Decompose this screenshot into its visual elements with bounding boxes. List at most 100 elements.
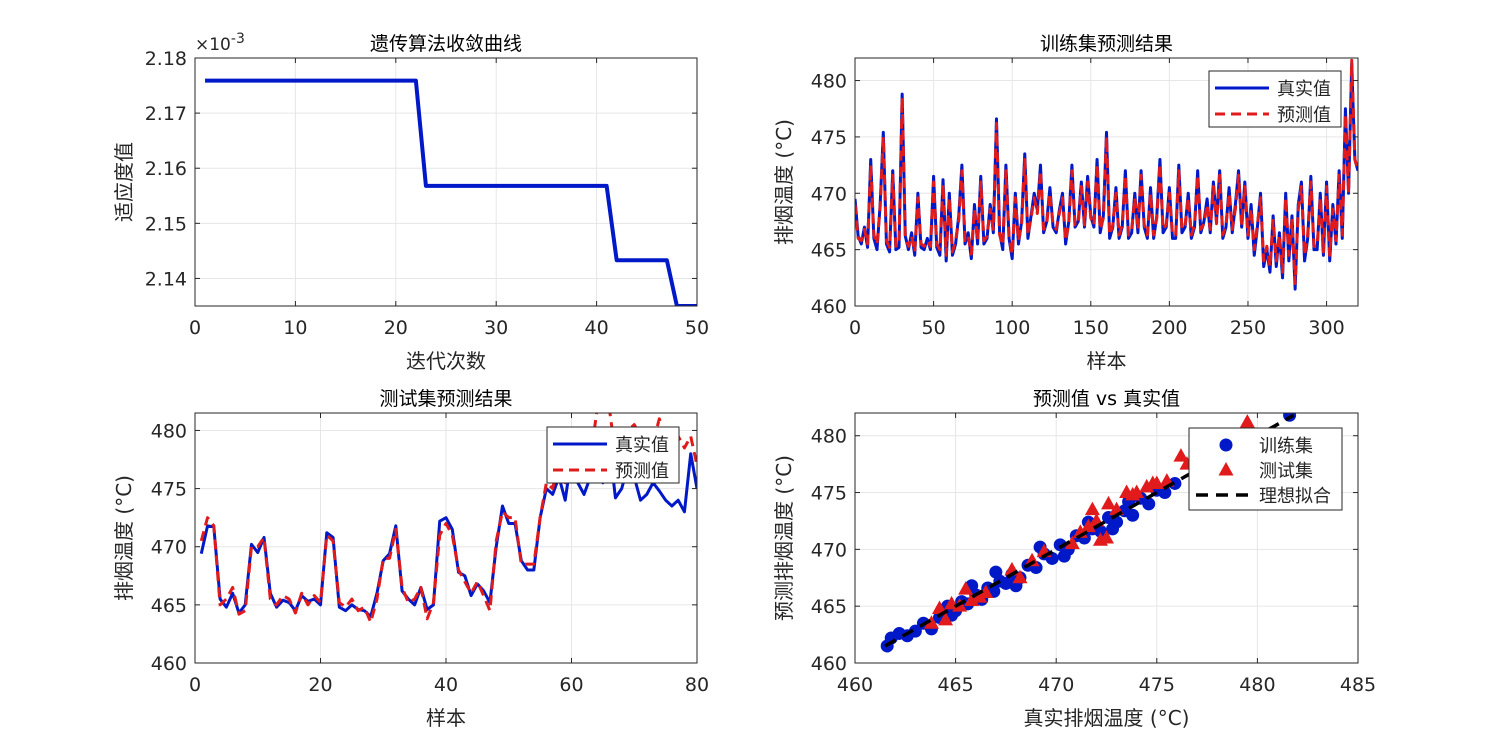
y-axis-label: 预测排烟温度 (°C) xyxy=(772,455,796,621)
x-tick-label: 40 xyxy=(585,317,609,339)
legend-ideal-label: 理想拟合 xyxy=(1259,486,1331,507)
x-tick-label: 100 xyxy=(994,317,1030,339)
train-point xyxy=(1158,486,1172,500)
x-tick-label: 480 xyxy=(1239,674,1275,696)
test-point xyxy=(958,581,974,595)
test-point xyxy=(1125,486,1141,501)
legend-box xyxy=(1188,427,1343,511)
x-tick-label: 485 xyxy=(1340,674,1376,696)
test-point xyxy=(923,615,939,629)
train-point xyxy=(1142,497,1156,511)
y-tick-label: 460 xyxy=(811,653,847,675)
test-point xyxy=(1099,530,1114,544)
y-tick-label: 460 xyxy=(811,296,847,318)
series-pred-line xyxy=(855,58,1358,285)
test-point xyxy=(1012,569,1028,584)
y-axis-label: 排烟温度 (°C) xyxy=(112,475,136,601)
legend-box xyxy=(1208,70,1342,128)
x-axis-label: 真实排烟温度 (°C) xyxy=(1024,706,1190,730)
y-tick-label: 470 xyxy=(811,183,847,205)
chart-title: 预测值 vs 真实值 xyxy=(1033,388,1180,410)
x-tick-label: 150 xyxy=(1073,317,1109,339)
axis-box xyxy=(854,57,1359,307)
chart-4: 460 465 470 475 480 485 460 465 470 475 480 预测值 vs … xyxy=(772,388,1376,730)
y-tick-label: 465 xyxy=(151,595,187,617)
y-tick-label: 460 xyxy=(151,653,187,675)
train-point xyxy=(908,624,922,638)
x-tick-label: 50 xyxy=(922,317,946,339)
y-tick-label: 475 xyxy=(811,127,847,149)
test-point xyxy=(1080,518,1096,533)
y-axis-label: 适应度值 xyxy=(112,142,136,222)
series-true-line xyxy=(199,440,697,618)
test-point xyxy=(1064,535,1080,550)
legend-pred-label: 预测值 xyxy=(615,461,669,482)
x-tick-label: 50 xyxy=(685,317,709,339)
legend-box xyxy=(546,426,680,484)
y-tick-label: 465 xyxy=(811,596,847,618)
legend-true-label: 真实值 xyxy=(615,435,669,456)
y-tick-label: 2.17 xyxy=(145,103,187,125)
chart-2: 0 50 100 150 200 250 300 460 465 470 475 480 训练集预测结果… xyxy=(772,33,1359,373)
plot-area xyxy=(195,58,697,306)
y-tick-label: 475 xyxy=(151,479,187,501)
x-tick-label: 475 xyxy=(1139,674,1175,696)
data-layer xyxy=(855,58,1358,291)
legend-train-marker xyxy=(1219,438,1233,452)
train-point xyxy=(1057,549,1071,563)
y-tick-label: 2.14 xyxy=(145,268,187,290)
x-tick-label: 470 xyxy=(1038,674,1074,696)
x-tick-label: 460 xyxy=(837,674,873,696)
data-layer xyxy=(205,78,697,306)
x-tick-label: 80 xyxy=(685,674,709,696)
test-point xyxy=(938,611,954,626)
x-tick-label: 0 xyxy=(189,317,201,339)
y-axis-label: 排烟温度 (°C) xyxy=(772,119,796,245)
test-point xyxy=(932,600,948,614)
legend-test-label: 测试集 xyxy=(1259,461,1313,482)
y-tick-label: 480 xyxy=(811,426,847,448)
y-tick-label: 465 xyxy=(811,240,847,262)
y-tick-label: 2.16 xyxy=(145,158,187,180)
legend-pred-label: 预测值 xyxy=(1277,105,1331,126)
x-tick-label: 0 xyxy=(189,674,201,696)
y-tick-label: 480 xyxy=(811,71,847,93)
test-point xyxy=(1145,475,1161,489)
legend-train-label: 训练集 xyxy=(1259,436,1313,457)
x-tick-label: 20 xyxy=(308,674,332,696)
exponent-base: ×10 xyxy=(195,35,231,55)
chart-title: 测试集预测结果 xyxy=(379,388,512,410)
test-point xyxy=(1139,478,1155,493)
x-tick-label: 300 xyxy=(1308,317,1344,339)
y-tick-label: 470 xyxy=(151,537,187,559)
y-tick-label: 480 xyxy=(151,420,187,442)
test-point xyxy=(978,584,994,599)
chart-title: 训练集预测结果 xyxy=(1040,33,1173,55)
test-point xyxy=(1101,495,1117,510)
exponent-label: ×10-3 xyxy=(195,31,245,55)
y-tick-label: 475 xyxy=(811,483,847,505)
train-point xyxy=(989,565,1003,579)
x-axis-label: 样本 xyxy=(426,706,466,730)
x-tick-label: 20 xyxy=(384,317,408,339)
x-tick-label: 10 xyxy=(283,317,307,339)
x-tick-label: 40 xyxy=(434,674,458,696)
test-point xyxy=(1084,501,1100,516)
x-tick-label: 30 xyxy=(484,317,508,339)
y-tick-label: 2.18 xyxy=(145,48,187,70)
x-axis-label: 样本 xyxy=(1087,349,1127,373)
train-point xyxy=(1168,476,1182,490)
legend-true-label: 真实值 xyxy=(1277,79,1331,100)
x-tick-label: 465 xyxy=(937,674,973,696)
x-tick-label: 250 xyxy=(1230,317,1266,339)
train-point xyxy=(1126,508,1140,522)
train-point xyxy=(1106,522,1120,536)
y-tick-label: 470 xyxy=(811,539,847,561)
test-point xyxy=(1239,414,1255,428)
convergence-line xyxy=(205,78,697,306)
